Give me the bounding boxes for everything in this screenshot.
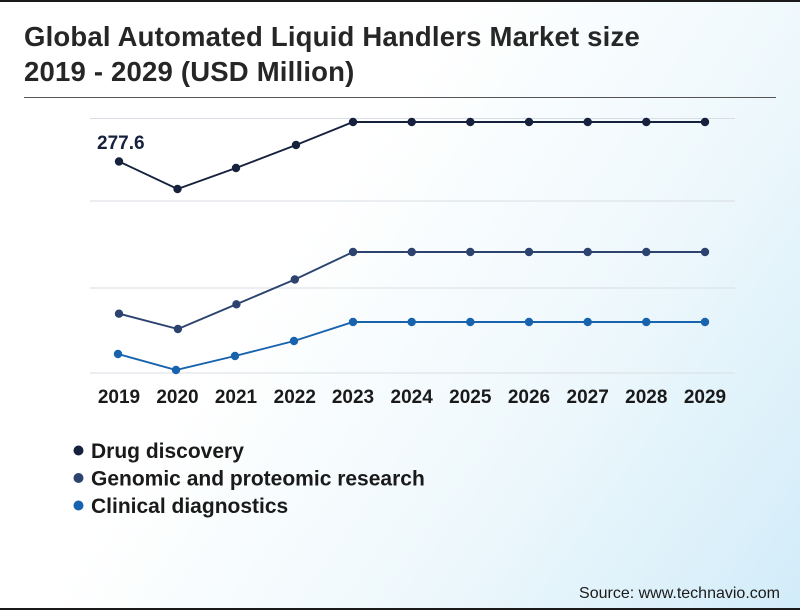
- svg-text:2029: 2029: [684, 387, 726, 408]
- svg-text:2021: 2021: [215, 387, 258, 408]
- svg-text:Genomic and proteomic research: Genomic and proteomic research: [91, 468, 425, 491]
- svg-text:2028: 2028: [625, 387, 667, 408]
- svg-text:2020: 2020: [156, 387, 198, 408]
- svg-text:2024: 2024: [391, 387, 434, 408]
- svg-text:2022: 2022: [274, 387, 316, 408]
- svg-text:2026: 2026: [508, 387, 550, 408]
- svg-text:277.6: 277.6: [97, 133, 145, 154]
- svg-text:2027: 2027: [567, 387, 609, 408]
- svg-text:2023: 2023: [332, 387, 374, 408]
- svg-text:Source: www.technavio.com: Source: www.technavio.com: [579, 585, 780, 602]
- svg-text:Clinical diagnostics: Clinical diagnostics: [91, 495, 288, 518]
- svg-text:2025: 2025: [449, 387, 492, 408]
- svg-text:Drug discovery: Drug discovery: [91, 440, 244, 463]
- svg-text:2019: 2019: [98, 387, 140, 408]
